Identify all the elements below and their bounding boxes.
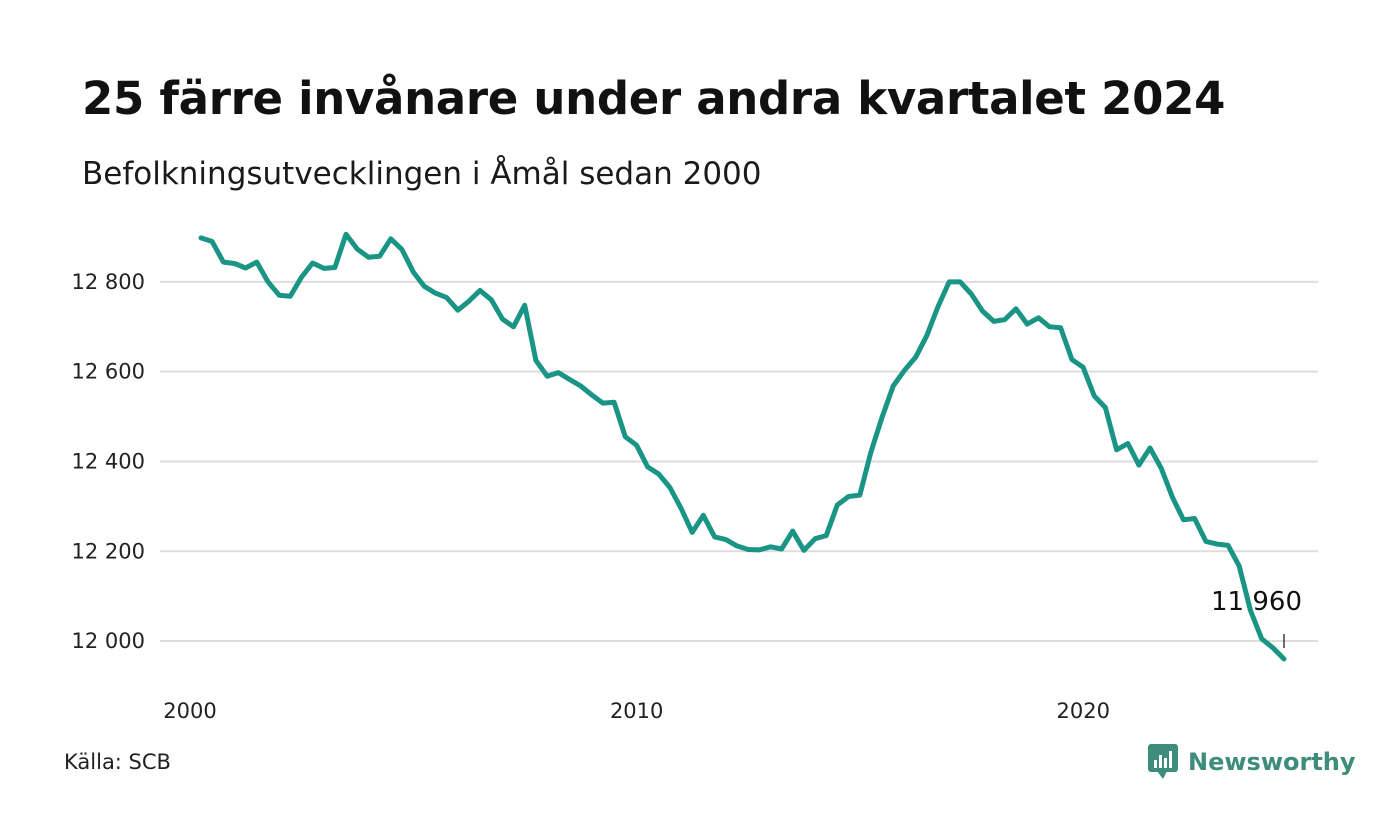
y-tick-label: 12 800 <box>72 270 145 294</box>
y-axis-ticks: 12 000 12 200 12 400 12 600 12 800 <box>72 270 145 653</box>
end-value-label: 11 960 <box>1211 587 1302 617</box>
x-tick-label: 2010 <box>610 699 663 723</box>
y-tick-label: 12 600 <box>72 360 145 384</box>
y-tick-label: 12 000 <box>72 629 145 653</box>
chart-subtitle: Befolkningsutvecklingen i Åmål sedan 200… <box>82 156 762 192</box>
y-tick-label: 12 200 <box>72 539 145 563</box>
source-note: Källa: SCB <box>64 750 171 774</box>
series-line <box>198 231 1287 662</box>
bar-chart-speech-bubble-icon <box>1148 744 1178 779</box>
x-tick-label: 2020 <box>1056 699 1109 723</box>
x-axis-ticks: 2000 2010 2020 <box>163 699 1110 723</box>
brand-logo: Newsworthy <box>1148 744 1356 780</box>
brand-name: Newsworthy <box>1188 748 1356 776</box>
y-tick-label: 12 400 <box>72 449 145 473</box>
chart-title: 25 färre invånare under andra kvartalet … <box>82 72 1226 125</box>
x-tick-label: 2000 <box>163 699 216 723</box>
gridlines <box>160 280 1318 643</box>
